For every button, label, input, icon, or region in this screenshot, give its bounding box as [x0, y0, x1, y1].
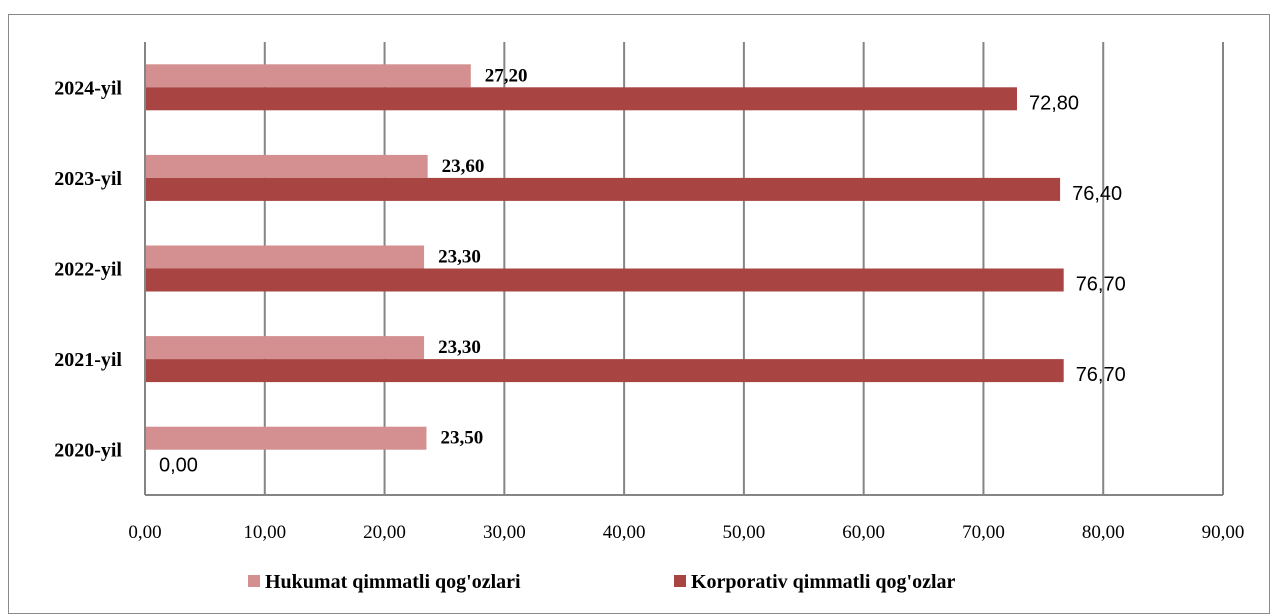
x-tick-label: 30,00 — [483, 522, 526, 543]
chart-frame — [8, 14, 1270, 614]
data-label-hukumat: 27,20 — [485, 65, 528, 86]
data-label-korporativ: 76,70 — [1076, 364, 1126, 386]
x-tick-label: 60,00 — [842, 522, 885, 543]
category-label: 2021-yil — [54, 349, 122, 371]
x-tick-label: 80,00 — [1082, 522, 1125, 543]
legend-label-hukumat: Hukumat qimmatli qog'ozlari — [265, 571, 521, 593]
category-label: 2023-yil — [54, 168, 122, 190]
x-tick-label: 90,00 — [1202, 522, 1245, 543]
x-tick-label: 10,00 — [243, 522, 286, 543]
bar-hukumat — [145, 154, 428, 178]
data-label-hukumat: 23,60 — [442, 156, 485, 177]
data-label-korporativ: 76,70 — [1076, 274, 1126, 296]
bar-hukumat — [145, 64, 471, 88]
data-label-hukumat: 23,30 — [438, 247, 481, 268]
x-tick-label: 40,00 — [603, 522, 646, 543]
bar-hukumat — [145, 336, 425, 360]
bar-korporativ — [145, 177, 1061, 201]
x-tick-labels: 0,00 10,00 20,00 30,00 40,00 50,00 60,00 70,00 8… — [128, 522, 1244, 543]
bar-hukumat — [145, 245, 425, 269]
x-tick-label: 0,00 — [128, 522, 161, 543]
legend-label-korporativ: Korporativ qimmatli qog'ozlar — [691, 571, 956, 593]
x-tick-label: 70,00 — [962, 522, 1005, 543]
axes — [144, 42, 1223, 496]
bars — [145, 64, 1064, 450]
bar-hukumat — [145, 426, 427, 450]
data-label-hukumat: 23,30 — [438, 337, 481, 358]
legend: Hukumat qimmatli qog'ozlari Korporativ qi… — [248, 571, 956, 593]
category-label: 2024-yil — [54, 77, 122, 99]
category-label: 2022-yil — [54, 259, 122, 281]
gridlines — [263, 42, 1224, 495]
data-label-korporativ: 72,80 — [1029, 92, 1079, 114]
category-label: 2020-yil — [54, 440, 122, 462]
legend-swatch-hukumat — [248, 575, 260, 587]
bar-korporativ — [145, 87, 1017, 111]
bar-korporativ — [145, 268, 1064, 292]
data-label-korporativ: 0,00 — [159, 455, 198, 477]
bar-korporativ — [145, 359, 1064, 383]
data-label-hukumat: 23,50 — [440, 428, 483, 449]
data-labels: 23,50 0,00 23,30 76,70 23,30 76,70 23,60 76,40 2… — [159, 65, 1126, 476]
legend-swatch-korporativ — [674, 575, 686, 587]
x-tick-label: 20,00 — [363, 522, 406, 543]
category-labels: 2020-yil 2021-yil 2022-yil 2023-yil 2024-yil — [54, 77, 122, 461]
data-label-korporativ: 76,40 — [1072, 183, 1122, 205]
x-tick-label: 50,00 — [723, 522, 766, 543]
